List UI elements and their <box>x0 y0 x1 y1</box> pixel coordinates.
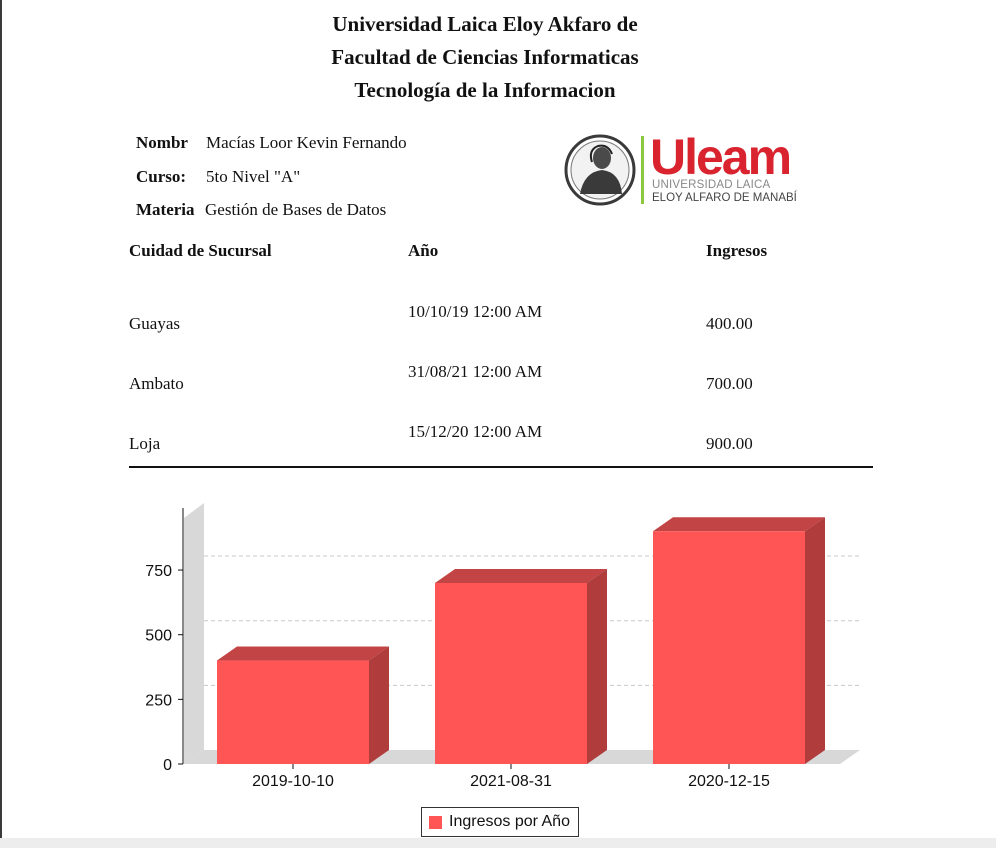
bar-side-face <box>805 517 825 764</box>
bar <box>653 517 825 764</box>
bar-front-face <box>435 582 587 764</box>
amount-cell: 900.00 <box>706 434 753 453</box>
report-title-line-2: Facultad de Ciencias Informaticas <box>331 45 639 69</box>
university-logo: Uleam UNIVERSIDAD LAICA ELOY ALFARO DE M… <box>562 129 812 208</box>
y-tick-label: 500 <box>145 628 172 645</box>
date-cell: 10/10/19 12:00 AM <box>408 302 543 321</box>
name-label: Nombr <box>136 133 188 152</box>
report-title-line-1: Universidad Laica Eloy Akfaro de <box>332 12 638 36</box>
bar-front-face <box>217 660 369 764</box>
x-tick-label: 2021-08-31 <box>470 773 552 790</box>
date-cell: 31/08/21 12:00 AM <box>408 362 543 381</box>
y-tick-label: 250 <box>145 692 172 709</box>
bar-front-face <box>653 531 805 764</box>
date-cell: 15/12/20 12:00 AM <box>408 422 543 441</box>
y-tick-label: 750 <box>145 563 172 580</box>
x-tick-label: 2020-12-15 <box>688 773 770 790</box>
subject-label: Materia <box>136 200 195 219</box>
bar <box>435 568 607 764</box>
logo-divider-bar <box>641 136 644 204</box>
bar-top-face <box>217 646 389 661</box>
chart-back-wall <box>184 503 204 764</box>
legend-label: Ingresos por Año <box>449 813 570 830</box>
course-value: 5to Nivel "A" <box>206 167 301 186</box>
chart-legend: Ingresos por Año <box>421 807 579 837</box>
bar-side-face <box>587 568 607 764</box>
subject-value: Gestión de Bases de Datos <box>205 200 387 219</box>
logo-subtitle-1: UNIVERSIDAD LAICA <box>652 179 771 191</box>
bar-side-face <box>369 646 389 764</box>
x-tick-label: 2019-10-10 <box>252 773 334 790</box>
column-header-year: Año <box>408 241 439 260</box>
city-cell: Loja <box>129 434 161 453</box>
amount-cell: 700.00 <box>706 374 753 393</box>
y-tick-label: 0 <box>163 757 172 774</box>
bar-top-face <box>435 568 607 583</box>
legend-swatch <box>429 816 442 829</box>
course-label: Curso: <box>136 167 187 186</box>
bar <box>217 646 389 764</box>
table-bottom-rule <box>129 466 873 468</box>
founder-portrait-seal <box>564 134 636 206</box>
column-header-city: Cuidad de Sucursal <box>129 241 272 260</box>
income-bar-chart: 0 250 500 750 2019-10-10 2021-08-31 2020-12-1… <box>145 503 860 790</box>
report-title-line-3: Tecnología de la Informacion <box>354 78 616 102</box>
city-cell: Guayas <box>129 314 180 333</box>
bar-top-face <box>653 517 825 532</box>
amount-cell: 400.00 <box>706 314 753 333</box>
name-value: Macías Loor Kevin Fernando <box>206 133 407 152</box>
column-header-income: Ingresos <box>706 241 768 260</box>
city-cell: Ambato <box>129 374 184 393</box>
logo-wordmark: Uleam <box>650 129 792 185</box>
logo-subtitle-2: ELOY ALFARO DE MANABÍ <box>652 192 797 204</box>
